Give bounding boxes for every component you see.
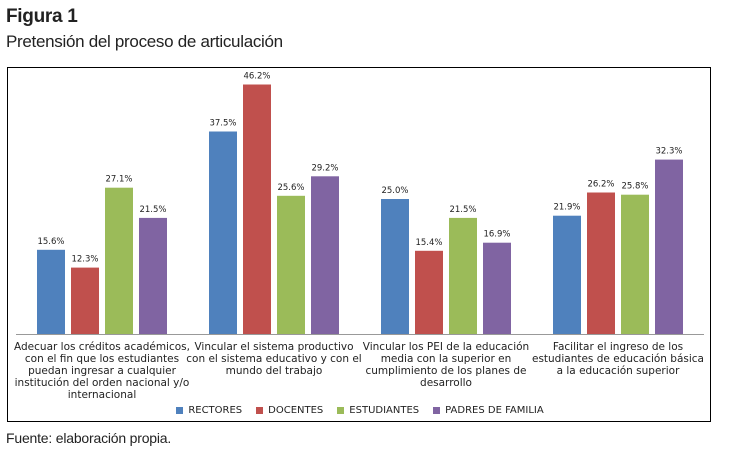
- bar-padres-de-familia-1: [139, 217, 167, 334]
- bar-docentes-3: [415, 250, 443, 334]
- legend-swatch: [256, 407, 264, 414]
- data-label: 37.5%: [209, 119, 236, 129]
- legend-label: ESTUDIANTES: [349, 405, 420, 416]
- data-label: 26.2%: [587, 180, 614, 190]
- data-label: 15.4%: [415, 238, 442, 248]
- category-label-2: Vincular el sistema productivo con el si…: [186, 341, 362, 377]
- data-label: 12.3%: [71, 255, 98, 265]
- legend-swatch: [433, 407, 441, 414]
- data-label: 21.5%: [449, 205, 476, 215]
- bar-estudiantes-4: [621, 194, 649, 334]
- category-label-3: Vincular los PEI de la educación media c…: [362, 341, 530, 389]
- category-label-1: Adecuar los créditos académicos, con el …: [14, 341, 190, 401]
- bar-rectores-4: [553, 215, 581, 334]
- data-label: 15.6%: [37, 237, 64, 247]
- bar-docentes-4: [587, 192, 615, 334]
- data-label: 21.5%: [139, 205, 166, 215]
- data-label: 21.9%: [553, 203, 580, 213]
- bar-docentes-1: [71, 267, 99, 334]
- data-label: 46.2%: [243, 72, 270, 82]
- bar-estudiantes-1: [105, 187, 133, 334]
- legend-item-estudiantes: ESTUDIANTES: [337, 405, 419, 416]
- legend-item-padres-de-familia: PADRES DE FAMILIA: [433, 405, 544, 416]
- bar-padres-de-familia-4: [655, 159, 683, 334]
- legend-item-rectores: RECTORES: [176, 405, 242, 416]
- legend-swatch: [176, 407, 184, 414]
- data-label: 32.3%: [655, 147, 682, 157]
- bar-rectores-1: [37, 249, 65, 334]
- bar-estudiantes-3: [449, 217, 477, 334]
- legend-swatch: [337, 407, 345, 414]
- legend-label: RECTORES: [188, 405, 243, 416]
- data-label: 27.1%: [105, 175, 132, 185]
- bar-rectores-2: [209, 131, 237, 334]
- figure-subtitle: Pretensión del proceso de articulación: [6, 32, 283, 51]
- figure-source: Fuente: elaboración propia.: [6, 430, 172, 446]
- bar-chart: 15.6% 12.3% 27.1% 21.5% 37.5% 46.2% 25.6% 29.2%…: [16, 72, 704, 335]
- data-label: 25.0%: [381, 186, 408, 196]
- bar-docentes-2: [243, 84, 271, 334]
- chart-frame: 15.6% 12.3% 27.1% 21.5% 37.5% 46.2% 25.6% 29.2%…: [7, 67, 711, 422]
- legend-item-docentes: DOCENTES: [256, 405, 323, 416]
- data-label: 29.2%: [311, 163, 338, 173]
- data-label: 16.9%: [483, 230, 510, 240]
- data-label: 25.6%: [277, 183, 304, 193]
- bar-rectores-3: [381, 199, 409, 334]
- bar-padres-de-familia-2: [311, 176, 339, 334]
- legend-label: DOCENTES: [268, 405, 324, 416]
- legend-label: PADRES DE FAMILIA: [445, 405, 544, 416]
- data-label: 25.8%: [621, 182, 648, 192]
- category-label-4: Facilitar el ingreso de los estudiantes …: [531, 341, 704, 377]
- bar-padres-de-familia-3: [483, 242, 511, 334]
- legend: RECTORES DOCENTES ESTUDIANTES PADRES DE FAM…: [8, 405, 712, 417]
- figure-title: Figura 1: [6, 6, 78, 27]
- bar-estudiantes-2: [277, 195, 305, 334]
